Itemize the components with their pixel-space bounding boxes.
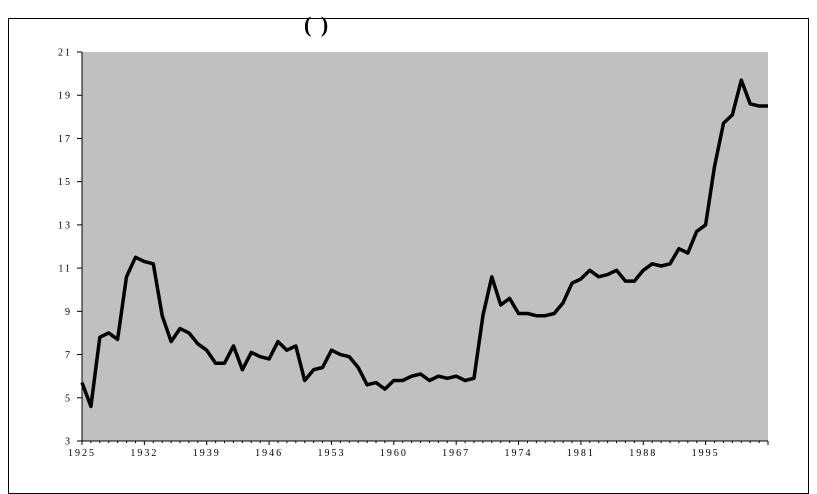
x-tick-label: 1932 [130, 448, 158, 459]
x-tick-label: 1946 [255, 448, 283, 459]
y-tick-label: 13 [58, 220, 72, 231]
x-tick-label: 1925 [68, 448, 96, 459]
x-tick-label: 1967 [442, 448, 470, 459]
x-tick-label: 1953 [317, 448, 345, 459]
chart-title-fragment: ( ) [304, 12, 331, 37]
y-tick-label: 3 [65, 437, 72, 448]
series-line [80, 78, 768, 409]
x-tick-label: 1988 [629, 448, 657, 459]
y-tick-label: 15 [58, 177, 72, 188]
y-tick-label: 7 [65, 350, 72, 361]
y-tick-label: 19 [58, 91, 72, 102]
x-tick-label: 1981 [567, 448, 595, 459]
x-tick-label: 1974 [505, 448, 533, 459]
y-axis: 3 5 7 9 11 13 15 17 19 21 [58, 48, 82, 448]
x-tick-label: 1939 [193, 448, 221, 459]
y-tick-label: 9 [65, 307, 72, 318]
y-tick-label: 17 [58, 134, 72, 145]
x-tick-label: 1995 [692, 448, 720, 459]
y-tick-label: 21 [58, 48, 72, 59]
plot-area [82, 52, 768, 441]
x-tick-label: 1960 [380, 448, 408, 459]
y-tick-label: 5 [65, 393, 72, 404]
x-axis: 1925 1932 1939 1946 1953 1960 1967 1974 1981 1988… [68, 441, 769, 459]
y-tick-label: 11 [58, 264, 72, 275]
